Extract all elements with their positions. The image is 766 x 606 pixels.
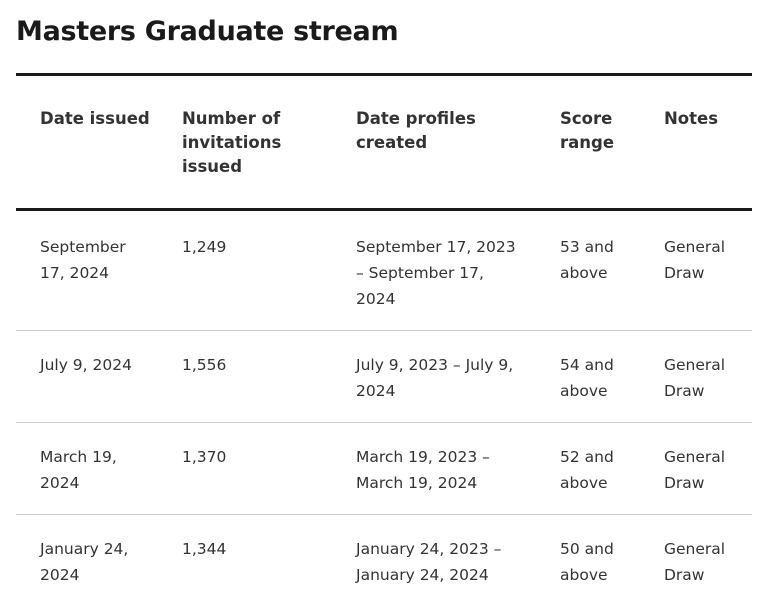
cell-date-issued: January 24, 2024 [16, 515, 158, 606]
cell-score-range: 53 and above [536, 210, 640, 331]
cell-invitations: 1,370 [158, 423, 332, 515]
cell-profiles-created: September 17, 2023 – September 17, 2024 [332, 210, 536, 331]
cell-invitations: 1,556 [158, 331, 332, 423]
page-title: Masters Graduate stream [16, 14, 398, 50]
column-header-score-range: Score range [536, 75, 640, 210]
cell-score-range: 54 and above [536, 331, 640, 423]
table-row: March 19, 2024 1,370 March 19, 2023 – Ma… [16, 423, 752, 515]
draws-table: Date issued Number of invitations issued… [16, 73, 752, 606]
cell-date-issued: September 17, 2024 [16, 210, 158, 331]
column-header-date-issued: Date issued [16, 75, 158, 210]
table-row: January 24, 2024 1,344 January 24, 2023 … [16, 515, 752, 606]
column-header-notes: Notes [640, 75, 752, 210]
cell-notes: General Draw [640, 331, 752, 423]
column-header-invitations: Number of invitations issued [158, 75, 332, 210]
cell-score-range: 52 and above [536, 423, 640, 515]
table-row: September 17, 2024 1,249 September 17, 2… [16, 210, 752, 331]
table-row: July 9, 2024 1,556 July 9, 2023 – July 9… [16, 331, 752, 423]
table-body: September 17, 2024 1,249 September 17, 2… [16, 210, 752, 606]
column-header-profiles-created: Date profiles created [332, 75, 536, 210]
cell-profiles-created: March 19, 2023 – March 19, 2024 [332, 423, 536, 515]
cell-notes: General Draw [640, 515, 752, 606]
cell-invitations: 1,344 [158, 515, 332, 606]
cell-date-issued: March 19, 2024 [16, 423, 158, 515]
cell-invitations: 1,249 [158, 210, 332, 331]
cell-notes: General Draw [640, 210, 752, 331]
cell-date-issued: July 9, 2024 [16, 331, 158, 423]
cell-profiles-created: July 9, 2023 – July 9, 2024 [332, 331, 536, 423]
cell-score-range: 50 and above [536, 515, 640, 606]
header-row: Date issued Number of invitations issued… [16, 75, 752, 210]
table-header: Date issued Number of invitations issued… [16, 75, 752, 210]
cell-notes: General Draw [640, 423, 752, 515]
cell-profiles-created: January 24, 2023 – January 24, 2024 [332, 515, 536, 606]
